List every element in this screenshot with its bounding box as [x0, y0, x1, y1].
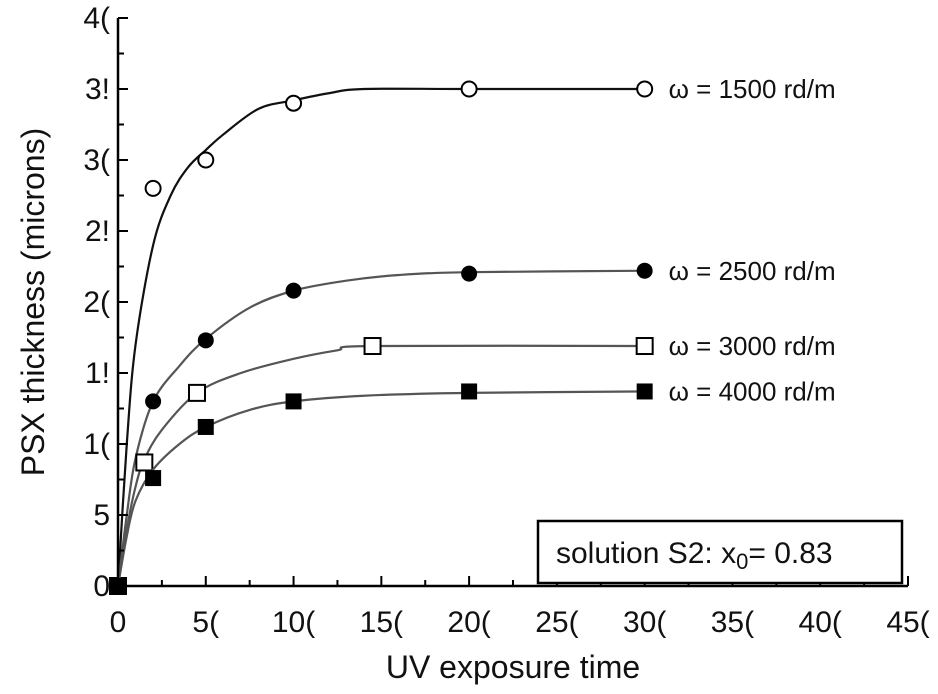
- x-tick-label: 0: [110, 606, 127, 639]
- data-point: [135, 453, 154, 472]
- data-point: [636, 383, 653, 400]
- x-tick-label: 5(: [192, 606, 219, 639]
- x-axis: 0 5( 10( 15( 20( 25( 30( 35( 40( 45(: [110, 576, 930, 639]
- data-point: [460, 80, 478, 98]
- series-label-2: ω = 2500 rd/m: [669, 256, 836, 286]
- y-axis: 0 5 1( 1! 2( 2! 3( 3! 4(: [83, 2, 128, 603]
- y-tick-label: 0: [93, 570, 110, 603]
- annotation-text: solution S2: x: [556, 537, 736, 570]
- data-point: [635, 337, 654, 356]
- x-tick-label: 15(: [360, 606, 403, 639]
- svg-text:solution S2: x0= 0.83: solution S2: x0= 0.83: [556, 537, 833, 574]
- annotation-value: = 0.83: [748, 537, 832, 570]
- y-tick-label: 3!: [85, 73, 110, 106]
- series-line: [116, 269, 645, 587]
- y-tick-label: 2!: [85, 215, 110, 248]
- plot-area: [109, 80, 654, 595]
- y-axis-title: PSX thickness (microns): [15, 128, 51, 477]
- data-point: [363, 337, 382, 356]
- x-tick-label: 40(: [799, 606, 842, 639]
- series-labels: ω = 1500 rd/m ω = 2500 rd/m ω = 3000 rd/m ω…: [669, 74, 836, 406]
- x-tick-label: 20(: [447, 606, 490, 639]
- y-tick-label: 2(: [83, 286, 110, 319]
- x-tick-label: 25(: [535, 606, 578, 639]
- annotation-subscript: 0: [736, 549, 748, 574]
- data-point: [197, 332, 214, 349]
- x-tick-label: 45(: [886, 606, 929, 639]
- data-point: [285, 282, 302, 299]
- series-1: [109, 80, 654, 595]
- x-tick-label: 35(: [711, 606, 754, 639]
- x-tick-label: 30(: [623, 606, 666, 639]
- series-4: [110, 383, 653, 594]
- series-label-4: ω = 4000 rd/m: [669, 376, 836, 406]
- data-point: [144, 179, 162, 197]
- y-tick-label: 1!: [85, 357, 110, 390]
- series-label-3: ω = 3000 rd/m: [669, 331, 836, 361]
- data-point: [285, 94, 303, 112]
- y-tick-label: 3(: [83, 144, 110, 177]
- y-tick-label: 4(: [83, 2, 110, 35]
- x-axis-title: UV exposure time: [386, 649, 640, 685]
- data-point: [461, 265, 478, 282]
- data-point: [636, 80, 654, 98]
- data-point: [188, 383, 206, 402]
- x-tick-label: 10(: [272, 606, 315, 639]
- series-label-1: ω = 1500 rd/m: [669, 74, 836, 104]
- data-point: [636, 262, 653, 279]
- data-point: [197, 418, 214, 435]
- data-point: [285, 393, 302, 410]
- data-point: [461, 383, 478, 400]
- annotation-box: solution S2: x0= 0.83: [536, 519, 904, 585]
- y-tick-label: 1(: [83, 428, 110, 461]
- series-line: [116, 87, 645, 587]
- series-line: [116, 390, 645, 587]
- data-point: [145, 470, 162, 487]
- data-point: [145, 393, 162, 410]
- y-tick-label: 5: [93, 499, 110, 532]
- data-point: [197, 151, 215, 169]
